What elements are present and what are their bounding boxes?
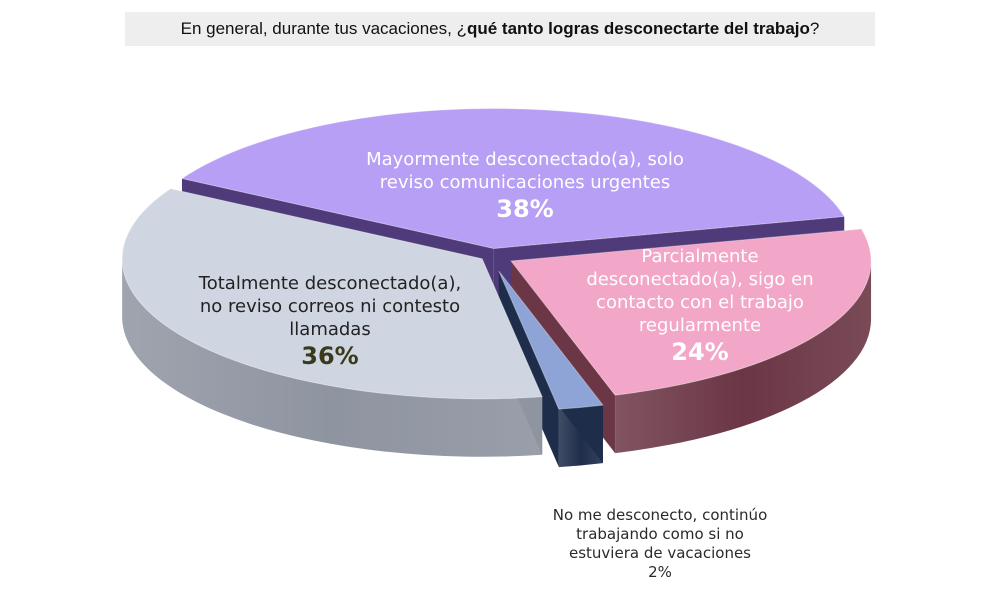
slice-no-desconecto-top: [498, 270, 604, 410]
slice-totalmente-value: 36%: [301, 342, 358, 370]
chart-title: En general, durante tus vacaciones, ¿qué…: [125, 12, 875, 46]
slice-no-desconecto-value: 2%: [648, 563, 672, 581]
slice-totalmente-label-line: Totalmente desconectado(a),: [198, 273, 461, 294]
slice-mayormente-label-line: Mayormente desconectado(a), solo: [366, 149, 684, 170]
slice-no-desconecto-label-line: estuviera de vacaciones: [569, 544, 751, 562]
title-text: En general, durante tus vacaciones, ¿qué…: [180, 19, 820, 38]
slice-no-desconecto-label-line: trabajando como si no: [576, 525, 744, 543]
slice-parcialmente-value: 24%: [671, 338, 728, 366]
slice-totalmente-label-line: no reviso correos ni contesto: [200, 296, 460, 317]
slice-mayormente-top: [180, 107, 846, 249]
slice-parcialmente-label-line: desconectado(a), sigo en: [586, 269, 813, 290]
slice-totalmente-top: [121, 188, 543, 400]
slice-parcialmente-label-line: contacto con el trabajo: [596, 292, 804, 313]
slice-no-desconecto-side: [558, 405, 603, 468]
slice-totalmente-side: [122, 258, 543, 457]
slice-totalmente-label-line: llamadas: [289, 319, 370, 340]
slice-parcialmente-label-line: regularmente: [639, 315, 761, 336]
slice-parcialmente-label-line: Parcialmente: [641, 246, 758, 267]
slice-parcialmente-side: [615, 261, 872, 454]
slice-totalmente-label: Totalmente desconectado(a),no reviso cor…: [198, 273, 461, 370]
slice-parcialmente-top: [510, 228, 872, 396]
slice-mayormente-label-line: reviso comunicaciones urgentes: [380, 172, 670, 193]
slice-mayormente-value: 38%: [496, 195, 553, 223]
slice-no-desconecto-label-line: No me desconecto, continúo: [553, 506, 768, 524]
